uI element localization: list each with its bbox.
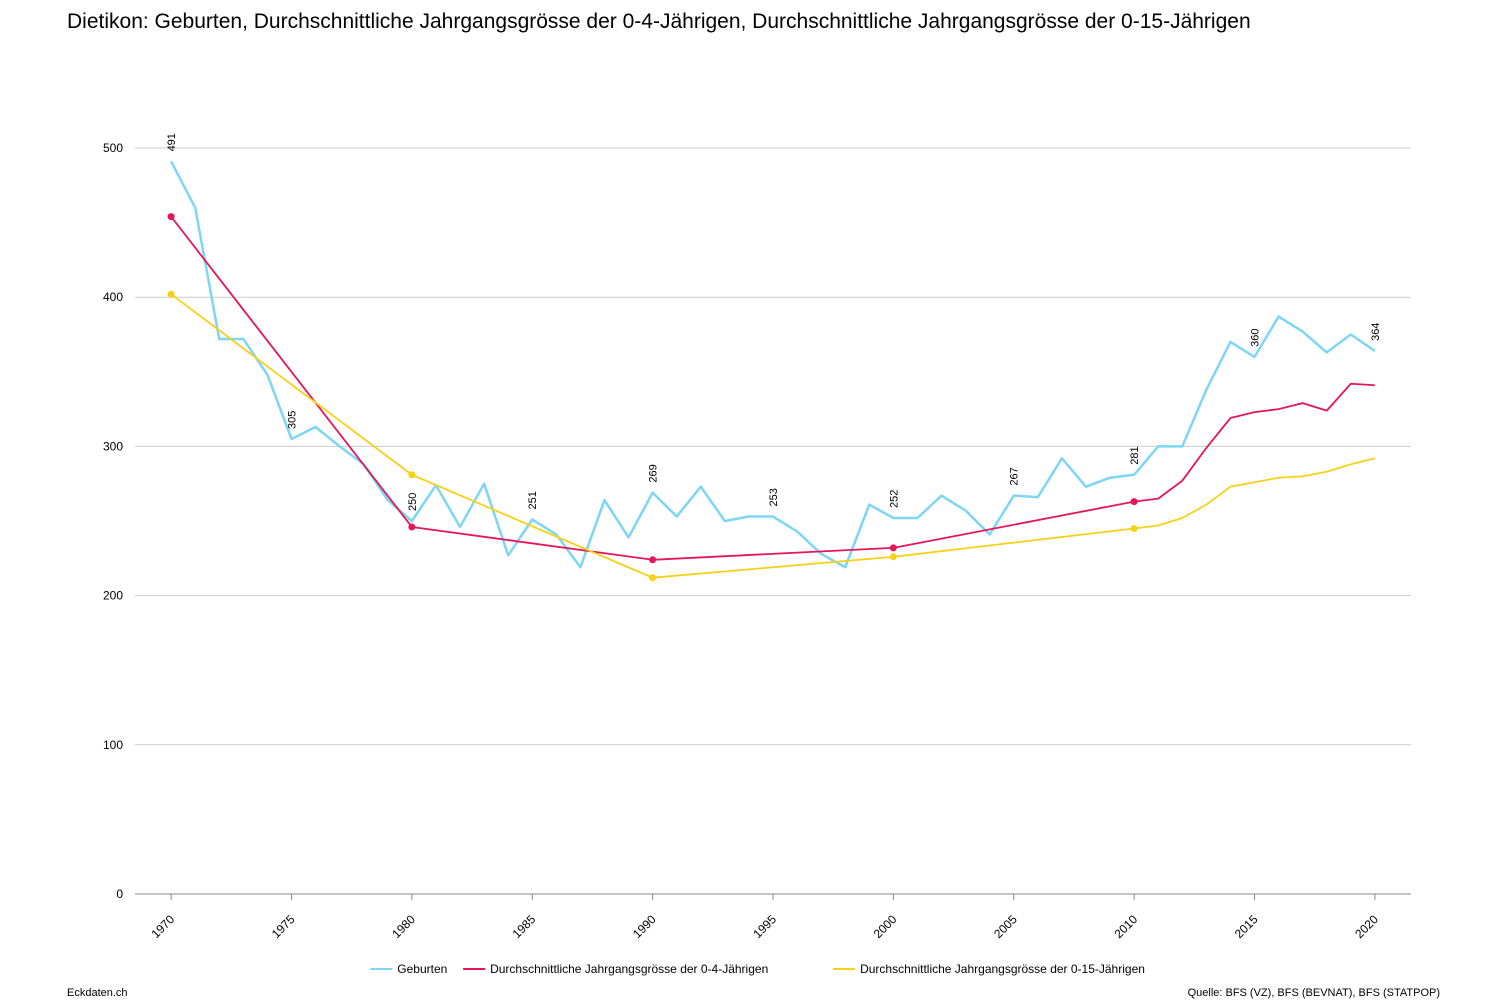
- x-tick-label: 2015: [1232, 912, 1261, 941]
- legend-label: Durchschnittliche Jahrgangsgrösse der 0-…: [860, 962, 1145, 976]
- legend-label: Durchschnittliche Jahrgangsgrösse der 0-…: [490, 962, 768, 976]
- point-marker: [649, 556, 657, 564]
- x-tick-label: 1975: [269, 912, 298, 941]
- y-tick-label: 500: [103, 141, 123, 155]
- legend-label: Geburten: [397, 962, 447, 976]
- point-marker: [167, 290, 175, 298]
- series-line: [170, 293, 1376, 579]
- y-tick-label: 100: [103, 738, 123, 752]
- y-tick-label: 200: [103, 589, 123, 603]
- chart-title: Dietikon: Geburten, Durchschnittliche Ja…: [67, 10, 1251, 33]
- point-marker: [408, 523, 416, 531]
- point-marker: [1130, 524, 1138, 532]
- x-tick-label: 1990: [630, 912, 659, 941]
- series-line: [170, 216, 1375, 561]
- point-marker: [649, 574, 657, 582]
- point-marker: [408, 471, 416, 479]
- x-tick-label: 1985: [510, 912, 539, 941]
- y-tick-label: 300: [103, 439, 123, 453]
- source: Quelle: BFS (VZ), BFS (BEVNAT), BFS (STA…: [1188, 987, 1440, 999]
- point-marker: [1130, 498, 1138, 506]
- x-tick-label: 1970: [148, 912, 177, 941]
- data-label: 305: [286, 411, 298, 429]
- data-label: 251: [527, 491, 539, 509]
- x-tick-label: 1980: [389, 912, 418, 941]
- data-label: 360: [1250, 329, 1262, 347]
- point-marker: [167, 213, 175, 221]
- x-tick-label: 2020: [1352, 912, 1381, 941]
- y-tick-label: 0: [116, 887, 123, 901]
- data-label: 253: [768, 488, 780, 506]
- data-label: 267: [1009, 467, 1021, 485]
- data-label: 281: [1129, 446, 1141, 464]
- x-tick-label: 1995: [750, 912, 779, 941]
- x-tick-label: 2005: [991, 912, 1020, 941]
- x-tick-label: 2010: [1111, 912, 1140, 941]
- data-label: 364: [1370, 323, 1382, 341]
- point-marker: [889, 553, 897, 561]
- point-marker: [889, 544, 897, 552]
- data-label: 252: [888, 490, 900, 508]
- data-label: 250: [407, 493, 419, 511]
- brand: Eckdaten.ch: [67, 987, 128, 999]
- data-label: 491: [166, 133, 178, 151]
- y-tick-label: 400: [103, 290, 123, 304]
- data-label: 269: [648, 464, 660, 482]
- x-tick-label: 2000: [871, 912, 900, 941]
